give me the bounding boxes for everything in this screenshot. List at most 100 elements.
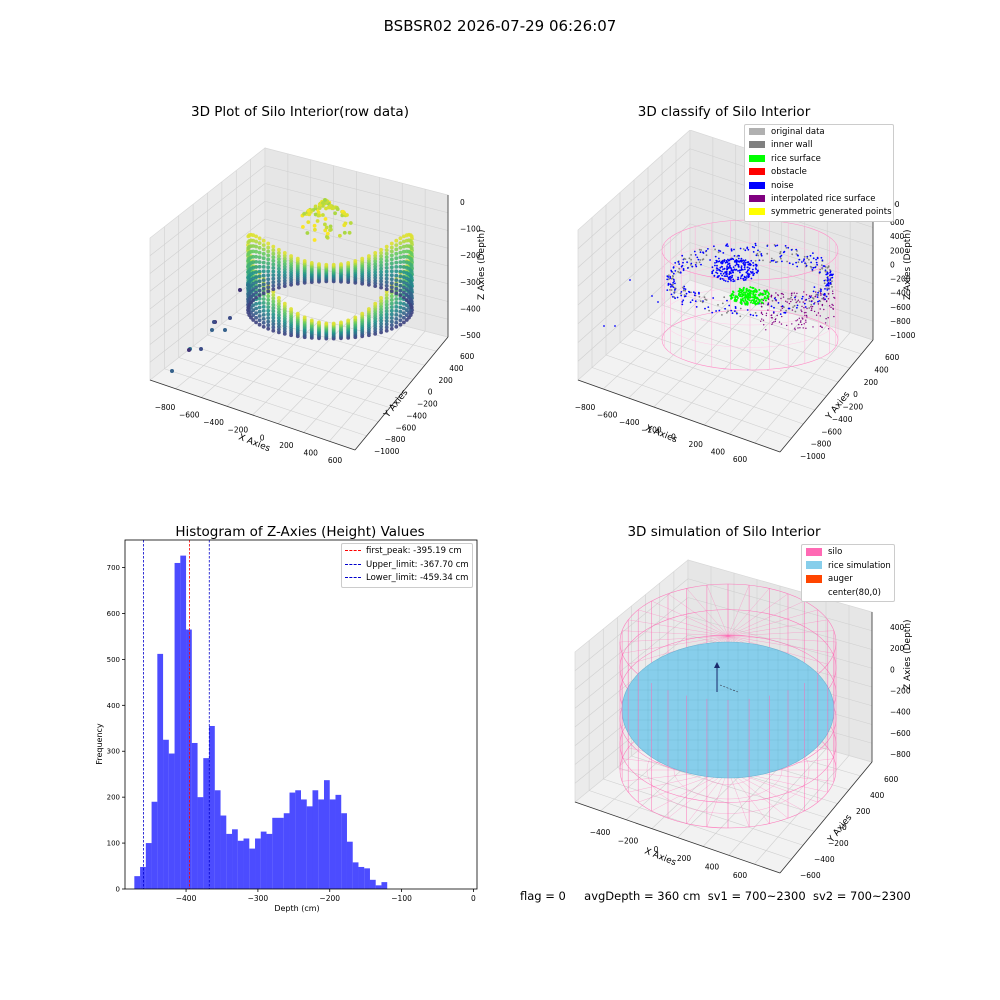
x-axis-line [577,379,781,453]
y-tick-label: 100 [107,840,120,848]
raw-z-axis-label: Z Axies (Depth) [477,229,487,300]
tick-label: −800 [811,440,832,449]
histogram-bar [381,882,388,889]
legend-swatch [749,195,765,203]
tick-label: 200 [439,376,454,385]
legend-swatch [749,128,765,135]
histogram-bar [214,790,221,889]
y-axis-line [779,761,873,874]
tick-label: −800 [155,403,176,412]
legend-item: rice simulation [806,560,891,574]
legend-swatch [749,168,765,176]
legend-item: obstacle [749,166,889,179]
histogram-bar [295,790,301,889]
tick-label: 600 [884,775,899,784]
histogram-bar [220,815,227,889]
y-axis-line [354,336,449,451]
x-axis-line [574,801,781,874]
legend-item: rice surface [749,153,889,166]
histogram-bar [266,833,273,889]
simulation-silo-wireframe-front [619,642,837,828]
tick-label: −200 [843,403,864,412]
simulation-z-axis-label: Z Axies (Depth) [903,619,913,690]
tick-label: −200 [890,687,911,696]
sv2-text: sv2 = 700~2300 [812,889,911,903]
histogram-bar [301,799,307,889]
legend-item: center(80,0) [806,587,890,601]
histogram-bar [197,797,204,889]
legend-item: noise [749,180,889,193]
histogram-bar [375,885,382,889]
classify-plot-title: 3D classify of Silo Interior [637,104,811,120]
histogram-bar [237,840,244,889]
histogram-bar [278,817,284,889]
simulation-z-tick-labels: 400 200 0 −200 −400 −600 −800 [890,623,911,759]
tick-label: −600 [821,427,842,436]
y-tick-label: 300 [107,748,120,756]
legend-label: center(80,0) [828,587,881,598]
tick-label: 0 [671,433,676,442]
tick-label: −600 [800,871,821,880]
histogram-bars [134,555,388,890]
histogram-bar [255,838,261,889]
tick-label: −800 [575,403,596,412]
tick-label: 400 [890,623,905,632]
histogram-bar [283,813,290,889]
tick-label: 0 [428,388,433,397]
histogram-bar [249,848,256,889]
sv1-text: sv1 = 700~2300 [707,889,806,903]
tick-label: −400 [460,304,481,313]
histogram-bar [209,725,215,889]
tick-label: 600 [733,871,748,880]
histogram-reference-lines [143,540,210,889]
flag-text: flag = 0 [520,889,566,903]
simulation-3d-plot: −400 −200 0 200 400 600 600 400 200 0 −200 −400 −60… [574,559,913,880]
tick-label: 600 [460,352,475,361]
tick-label: −400 [203,418,224,427]
histogram-bar [186,629,192,889]
y-tick-label: 200 [107,794,120,802]
histogram-bar [272,817,279,889]
classify-y-tick-labels: 600 400 200 0 −200 −400 −600 −800 −1000 [800,353,900,461]
simulation-legend: silo rice simulation auger center(80,0) [801,544,895,602]
histogram-bar [157,653,164,889]
tick-label: 400 [711,448,726,457]
tick-label: −200 [417,400,438,409]
tick-label: −400 [890,289,911,298]
histogram-bar [226,833,233,889]
legend-label: Lower_limit: -459.34 cm [366,573,469,583]
tick-label: −400 [890,708,911,717]
classify-z-tick-labels: 600 400 200 0 −200 −400 −600 −800 −1000 00 [890,200,916,340]
tick-label: 0 [890,665,895,674]
histogram-y-axis-label: Frequency [95,723,104,765]
legend-item: original data [749,126,889,139]
x-tick-label: −200 [319,894,340,903]
legend-label: noise [771,180,794,191]
y-tick-label: 600 [107,610,120,618]
x-tick-label: −100 [391,894,412,903]
histogram-bar [306,806,313,889]
histogram-bar [232,829,238,889]
tick-label: −400 [590,828,611,837]
legend-swatch [806,561,822,569]
tick-label: 0 [890,260,895,269]
tick-label: −1000 [374,447,400,456]
legend-label: inner wall [771,140,813,151]
tick-label: −800 [890,317,911,326]
histogram-bar [174,562,181,889]
avg-depth-text: avgDepth = 360 cm [584,889,701,903]
histogram-axes-frame [124,539,478,890]
legend-label: first_peak: -395.19 cm [366,546,462,556]
legend-item: symmetric generated points [749,206,892,219]
histogram-bar [312,790,319,889]
legend-item: interpolated rice surface [749,193,889,206]
legend-swatch [749,208,765,216]
x-tick-label: −300 [248,894,269,903]
tick-label: 600 [328,456,343,465]
histogram-bar [168,753,175,889]
classify-legend: original data inner wall rice surface obsta… [744,124,894,222]
tick-label: −300 [460,278,481,287]
legend-label: silo [828,547,843,557]
tick-label: 200 [890,246,905,255]
